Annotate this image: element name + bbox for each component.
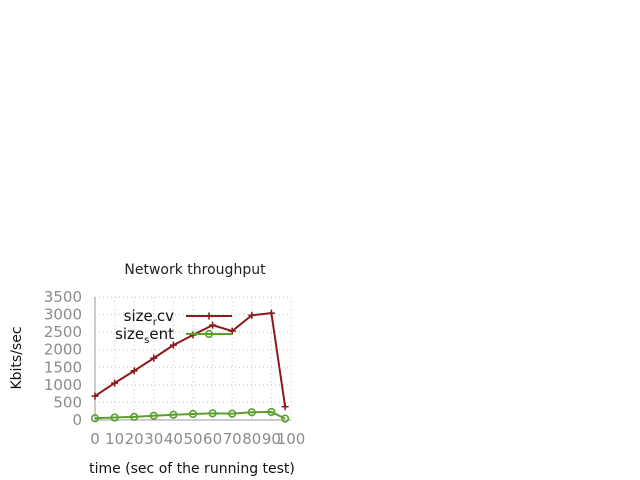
data-point-size_sent bbox=[188, 409, 198, 419]
y-tick-label: 2500 bbox=[44, 323, 82, 341]
data-point-size_rcv bbox=[111, 379, 119, 387]
x-tick-label: 90 bbox=[262, 430, 281, 448]
y-axis-label: Kbits/sec bbox=[9, 326, 25, 389]
x-tick-label: 20 bbox=[125, 430, 144, 448]
data-point-size_rcv bbox=[228, 327, 236, 335]
data-point-size_rcv bbox=[267, 309, 275, 317]
data-point-size_sent bbox=[228, 409, 237, 418]
x-tick-label: 40 bbox=[164, 430, 183, 448]
x-tick-label: 50 bbox=[183, 430, 202, 448]
data-point-size_sent bbox=[169, 410, 178, 419]
data-point-size_sent bbox=[110, 413, 119, 422]
y-tick-label: 500 bbox=[53, 393, 82, 411]
series-size_sent bbox=[90, 407, 290, 423]
x-tick-label: 80 bbox=[242, 430, 261, 448]
data-point-size_rcv bbox=[209, 321, 217, 329]
y-tick-label: 3500 bbox=[44, 288, 82, 306]
x-tick-label: 100 bbox=[277, 430, 306, 448]
y-tick-label: 2000 bbox=[44, 341, 82, 359]
x-tick-label: 10 bbox=[105, 430, 124, 448]
data-point-size_rcv bbox=[169, 341, 177, 349]
data-point-size_sent bbox=[267, 407, 276, 417]
x-tick-label: 60 bbox=[203, 430, 222, 448]
data-point-size_sent bbox=[130, 412, 139, 421]
data-point-size_rcv bbox=[91, 392, 99, 400]
data-point-size_sent bbox=[281, 414, 290, 423]
legend-marker-size_sent bbox=[204, 329, 214, 339]
grid bbox=[94, 296, 292, 421]
chart-title: Network throughput bbox=[124, 262, 266, 278]
x-tick-label: 0 bbox=[90, 430, 100, 448]
y-tick-label: 3000 bbox=[44, 306, 82, 324]
legend-marker-size_rcv bbox=[205, 312, 213, 320]
data-point-size_rcv bbox=[130, 367, 138, 375]
data-point-size_rcv bbox=[248, 311, 256, 319]
data-point-size_sent bbox=[90, 414, 100, 423]
y-tick-label: 0 bbox=[72, 411, 82, 429]
data-point-size_rcv bbox=[150, 354, 158, 362]
x-tick-label: 30 bbox=[144, 430, 163, 448]
data-point-size_rcv bbox=[281, 403, 289, 411]
data-point-size_sent bbox=[247, 408, 256, 417]
data-point-size_sent bbox=[149, 411, 158, 420]
legend-label-size_sent: sizesent bbox=[115, 325, 174, 346]
x-tick-label: 70 bbox=[223, 430, 242, 448]
x-axis-label: time (sec of the running test) bbox=[89, 461, 295, 477]
series-line-size_sent bbox=[94, 410, 286, 420]
y-tick-label: 1000 bbox=[44, 376, 82, 394]
y-tick-label: 1500 bbox=[44, 358, 82, 376]
legend-label-size_rcv: sizercv bbox=[124, 307, 174, 328]
data-point-size_sent bbox=[208, 409, 217, 418]
